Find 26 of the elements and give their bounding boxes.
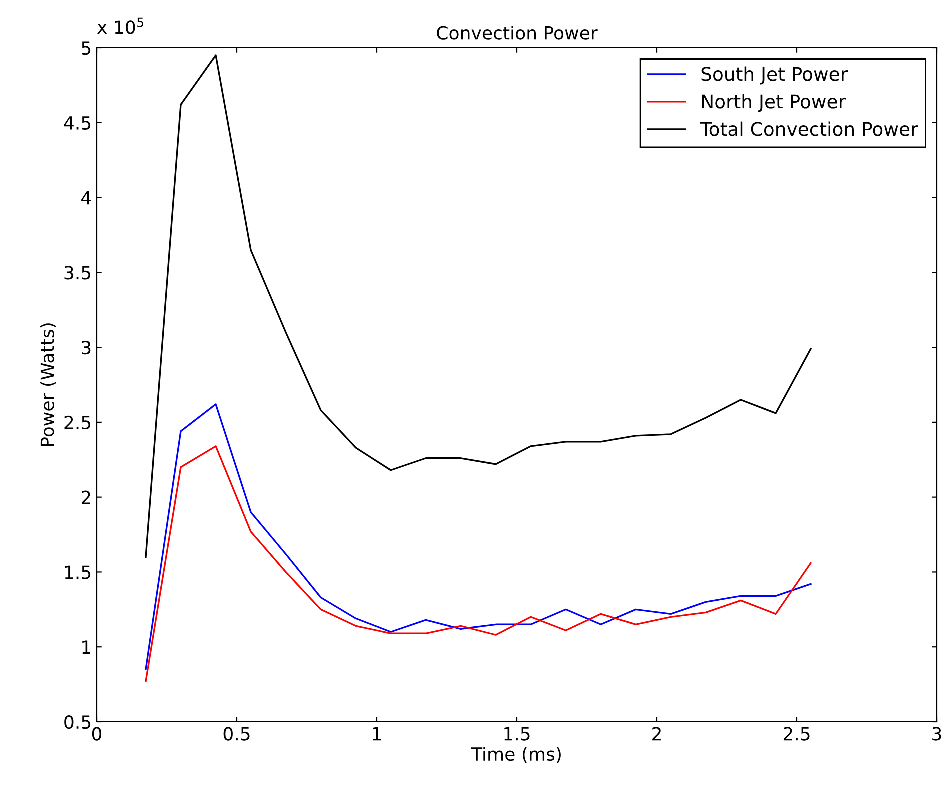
y-tick-label: 2.5 bbox=[64, 416, 91, 430]
legend-label: South Jet Power bbox=[702, 66, 848, 85]
y-tick-label: 3.5 bbox=[64, 266, 91, 280]
line-series bbox=[145, 446, 812, 682]
y-tick-label: 5 bbox=[82, 42, 91, 56]
x-tick-label: 1.5 bbox=[504, 727, 530, 741]
x-tick-label: 2.5 bbox=[784, 727, 810, 741]
y-tick-label: 0.5 bbox=[64, 715, 91, 730]
y-tick-label: 2 bbox=[82, 490, 90, 504]
text: x 10$^{5}$ bbox=[98, 18, 144, 34]
x-tick-label: 2 bbox=[652, 727, 661, 741]
legend-label: Total Convection Power bbox=[700, 122, 918, 136]
chart-title: Convection Power bbox=[437, 26, 598, 40]
x-axis-title: Time (ms) bbox=[471, 747, 561, 764]
x-tick-label: 0.5 bbox=[224, 727, 250, 741]
x-tick-label: 0 bbox=[92, 727, 102, 741]
x-tick-label: 3 bbox=[932, 727, 942, 741]
x-tick-label: 1 bbox=[373, 727, 382, 741]
y-tick-label: 4 bbox=[82, 191, 92, 205]
y-tick-label: 3 bbox=[82, 341, 91, 355]
y-tick-label: 4.5 bbox=[64, 116, 91, 130]
y-tick-label: 1.5 bbox=[65, 566, 91, 580]
legend-label: North Jet Power bbox=[702, 94, 846, 112]
line-series bbox=[145, 404, 812, 670]
y-axis-title: Power (Watts) bbox=[40, 324, 56, 446]
y-tick-label: 1 bbox=[82, 640, 90, 654]
